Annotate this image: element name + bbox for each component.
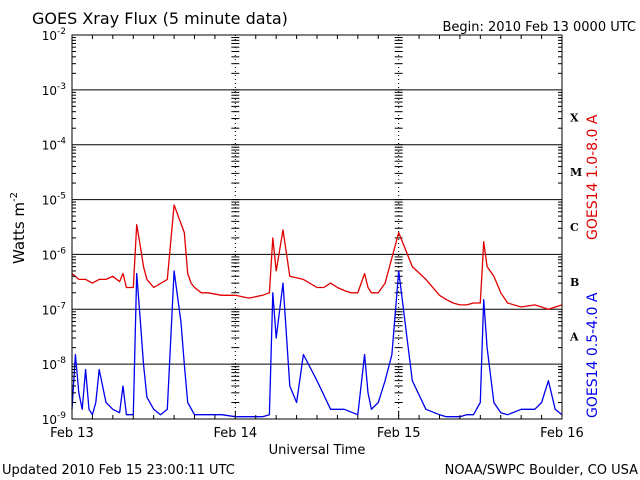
flare-class-m: M <box>570 166 582 179</box>
y-tick-label: 10-5 <box>42 192 66 208</box>
x-tick-label: Feb 15 <box>377 426 421 441</box>
y-tick-label: 10-2 <box>42 27 66 43</box>
begin-label: Begin: 2010 Feb 13 0000 UTC <box>442 20 636 35</box>
y-axis-label: Watts m-2 <box>9 192 28 264</box>
legend-long-channel: GOES14 1.0-8.0 A <box>585 114 601 240</box>
x-tick-label: Feb 16 <box>540 426 584 441</box>
y-axis: 10-9 10-8 10-7 10-6 10-5 10-4 10-3 10-2 <box>42 27 562 427</box>
y-tick-label: 10-8 <box>42 356 67 372</box>
grid <box>72 35 562 420</box>
y-tick-label: 10-3 <box>42 82 66 98</box>
y-tick-label: 10-9 <box>42 411 67 427</box>
x-tick-label: Feb 13 <box>50 426 94 441</box>
flare-class-labels: A B C M X <box>569 111 582 343</box>
flare-class-x: X <box>570 111 579 124</box>
y-axis-label-exp: -2 <box>9 192 20 202</box>
y-tick-label: 10-7 <box>42 301 66 317</box>
y-tick-label: 10-4 <box>42 137 67 153</box>
x-axis-label: Universal Time <box>269 443 366 458</box>
series-short-channel <box>71 270 563 418</box>
series-long-channel <box>71 204 563 310</box>
credit-label: NOAA/SWPC Boulder, CO USA <box>445 463 638 478</box>
legend-short-channel: GOES14 0.5-4.0 A <box>585 292 601 418</box>
series-lines <box>71 204 563 418</box>
flare-class-a: A <box>569 331 579 344</box>
flare-class-b: B <box>570 276 579 289</box>
y-tick-label: 10-6 <box>42 246 67 262</box>
y-axis-label-text: Watts m <box>10 202 28 264</box>
x-axis: Feb 13 Feb 14 Feb 15 Feb 16 <box>50 35 584 441</box>
chart-title: GOES Xray Flux (5 minute data) <box>32 9 288 28</box>
x-tick-label: Feb 14 <box>213 426 257 441</box>
updated-timestamp: Updated 2010 Feb 15 23:00:11 UTC <box>2 463 235 478</box>
flare-class-c: C <box>570 221 579 234</box>
